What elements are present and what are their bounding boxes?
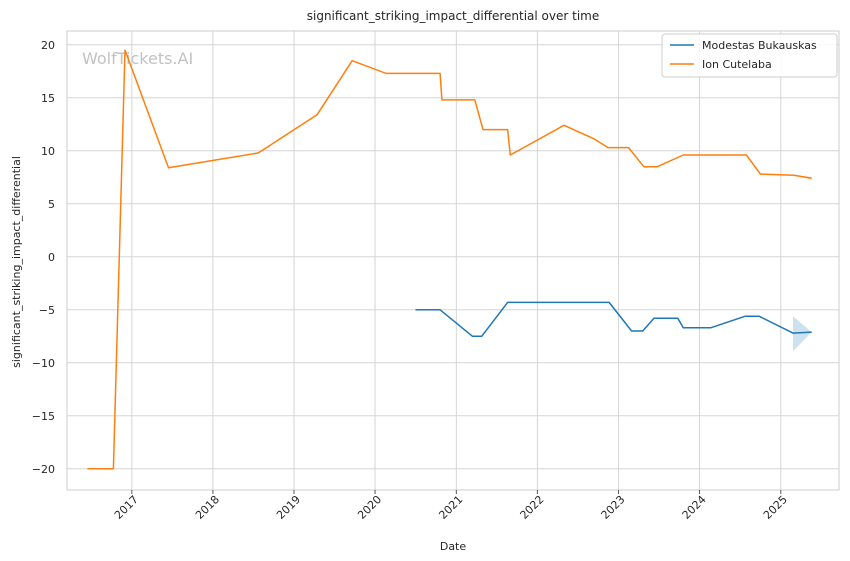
legend-label-modestas-bukauskas: Modestas Bukauskas [702,39,817,52]
y-tick-label: −20 [32,463,55,476]
legend-label-ion-cutelaba: Ion Cutelaba [702,58,772,71]
plot-area [66,30,840,491]
legend: Modestas Bukauskas Ion Cutelaba [661,33,838,78]
x-axis-label: Date [440,540,467,553]
series-line-modestas-bukauskas [415,301,812,338]
y-tick-label: 0 [48,251,55,264]
y-axis-ticks: 20 15 10 5 0 −5 −10 −15 −20 [32,39,55,476]
y-tick-label: −10 [32,357,55,370]
confidence-band-modestas-bukauskas [793,316,812,352]
y-tick-label: 10 [41,145,55,158]
y-tick-label: 5 [48,198,55,211]
y-tick-label: 20 [41,39,55,52]
y-tick-label: 15 [41,92,55,105]
series-lines [87,49,812,470]
series-line-ion-cutelaba [87,49,812,470]
y-tick-label: −5 [39,304,55,317]
grid-lines [67,31,839,490]
chart-title: significant_striking_impact_differential… [307,9,599,23]
y-tick-label: −15 [32,410,55,423]
watermark: WolfTickets.AI [82,49,193,68]
legend-box [661,33,838,78]
y-axis-label: significant_striking_impact_differential [10,156,23,368]
